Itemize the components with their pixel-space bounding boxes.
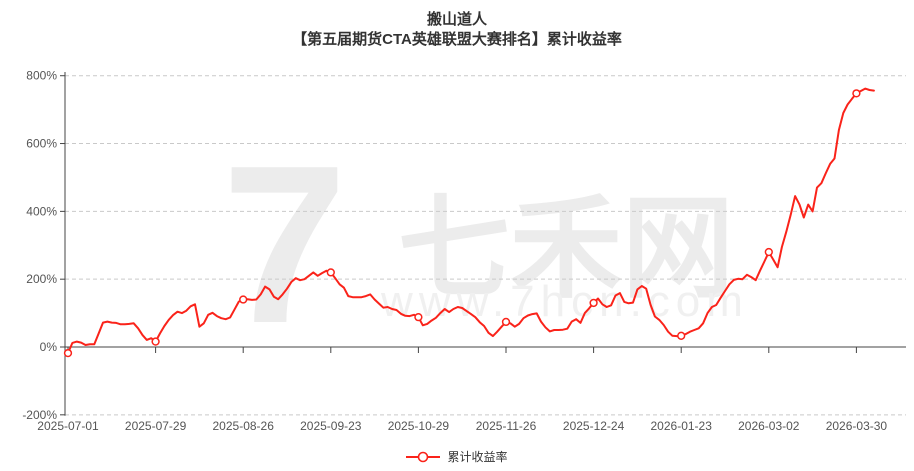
data-point-marker[interactable] bbox=[764, 247, 773, 257]
y-tick-label: 400% bbox=[26, 204, 57, 218]
watermark-logo-icon: 7 bbox=[222, 118, 347, 370]
watermark-brand-text: 七禾网 bbox=[398, 186, 734, 311]
y-tick-label: -200% bbox=[22, 408, 57, 422]
x-tick-label: 2026-01-23 bbox=[651, 419, 713, 433]
data-point-marker[interactable] bbox=[589, 298, 598, 308]
legend[interactable]: 累计收益率 bbox=[0, 448, 914, 465]
x-tick-label: 2025-12-24 bbox=[563, 419, 625, 433]
x-tick-label: 2025-07-29 bbox=[125, 419, 187, 433]
y-tick-label: 800% bbox=[26, 69, 57, 83]
data-point-marker[interactable] bbox=[151, 337, 160, 346]
chart-title: 搬山道人 【第五届期货CTA英雄联盟大赛排名】累计收益率 bbox=[0, 10, 914, 50]
y-tick-label: 0% bbox=[40, 340, 58, 354]
x-tick-label: 2026-03-02 bbox=[738, 419, 800, 433]
data-point-marker[interactable] bbox=[239, 295, 248, 304]
data-point-marker[interactable] bbox=[326, 268, 335, 277]
y-tick-label: 200% bbox=[26, 272, 57, 286]
data-point-marker[interactable] bbox=[677, 331, 686, 340]
x-tick-label: 2026-03-30 bbox=[826, 419, 888, 433]
x-tick-label: 2025-08-26 bbox=[213, 419, 275, 433]
y-tick-label: 600% bbox=[26, 137, 57, 151]
x-tick-label: 2025-10-29 bbox=[388, 419, 450, 433]
data-point-marker[interactable] bbox=[414, 313, 423, 322]
chart-title-line2: 【第五届期货CTA英雄联盟大赛排名】累计收益率 bbox=[292, 31, 622, 48]
data-point-marker[interactable] bbox=[63, 348, 73, 358]
x-tick-label: 2025-09-23 bbox=[300, 419, 362, 433]
legend-label: 累计收益率 bbox=[447, 450, 508, 464]
data-point-marker[interactable] bbox=[852, 89, 861, 98]
legend-line-marker-icon bbox=[406, 451, 441, 462]
chart-title-line1: 搬山道人 bbox=[426, 11, 487, 28]
watermark-url-text: www.7hcn.com bbox=[380, 277, 749, 326]
x-tick-label: 2025-07-01 bbox=[37, 419, 99, 433]
data-point-marker[interactable] bbox=[501, 317, 511, 327]
x-tick-label: 2025-11-26 bbox=[476, 419, 537, 433]
series-line-cumulative-return bbox=[67, 87, 875, 355]
